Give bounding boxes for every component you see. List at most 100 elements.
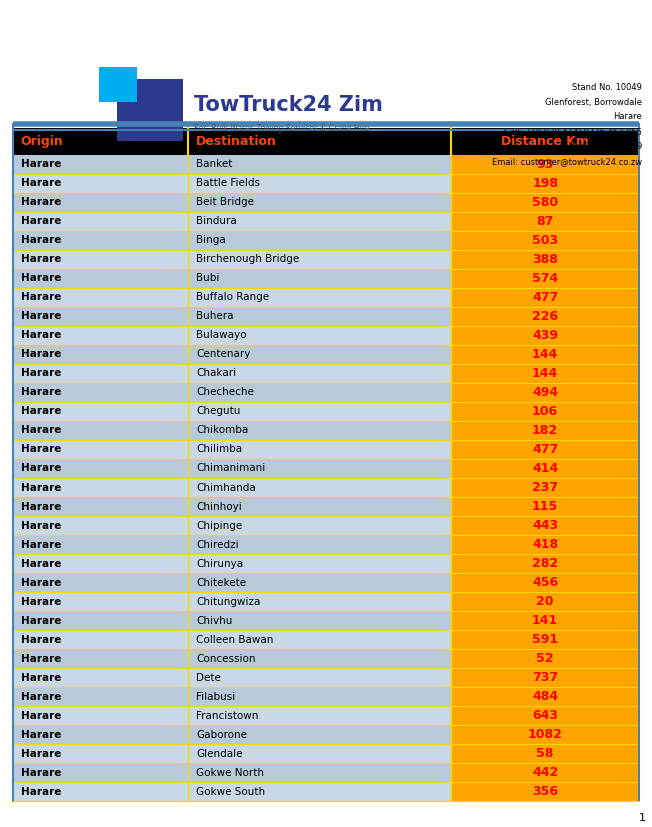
Text: 580: 580 bbox=[532, 196, 558, 208]
Text: Binga: Binga bbox=[196, 235, 226, 246]
Text: Harare: Harare bbox=[21, 159, 61, 170]
Text: Harare: Harare bbox=[21, 615, 61, 626]
Text: Harare: Harare bbox=[21, 691, 61, 702]
Text: 414: 414 bbox=[532, 462, 558, 475]
Text: Harare: Harare bbox=[21, 330, 61, 341]
Text: For: Bulk Water, Towing Services & Crane Hire: For: Bulk Water, Towing Services & Crane… bbox=[194, 124, 370, 132]
Bar bbox=[188, 421, 451, 440]
Bar bbox=[451, 611, 639, 630]
Text: 484: 484 bbox=[532, 691, 558, 703]
Text: 20: 20 bbox=[537, 595, 554, 608]
Text: Harare: Harare bbox=[21, 349, 61, 360]
Text: Harare: Harare bbox=[21, 539, 61, 550]
Bar bbox=[451, 326, 639, 345]
Text: Chikomba: Chikomba bbox=[196, 425, 248, 436]
Bar bbox=[13, 307, 188, 326]
Bar bbox=[13, 592, 188, 611]
Bar bbox=[451, 725, 639, 744]
Text: Harare: Harare bbox=[21, 273, 61, 284]
Text: Harare: Harare bbox=[21, 368, 61, 379]
Bar bbox=[188, 554, 451, 573]
Text: Harare: Harare bbox=[21, 634, 61, 645]
Text: Destination: Destination bbox=[196, 135, 277, 148]
Text: Banket: Banket bbox=[196, 159, 233, 170]
Text: Harare: Harare bbox=[21, 254, 61, 265]
Text: Chegutu: Chegutu bbox=[196, 406, 241, 417]
Bar bbox=[451, 706, 639, 725]
Bar bbox=[451, 307, 639, 326]
Bar bbox=[13, 250, 188, 269]
Text: Harare: Harare bbox=[21, 672, 61, 683]
Text: 477: 477 bbox=[532, 291, 558, 304]
Bar bbox=[99, 67, 137, 102]
Text: 58: 58 bbox=[537, 748, 554, 760]
Bar bbox=[13, 459, 188, 478]
Text: Harare: Harare bbox=[21, 710, 61, 721]
Text: Bindura: Bindura bbox=[196, 216, 237, 227]
Bar bbox=[451, 421, 639, 440]
Bar bbox=[188, 725, 451, 744]
Bar bbox=[13, 174, 188, 193]
Text: Harare: Harare bbox=[614, 112, 642, 122]
Text: Harare: Harare bbox=[21, 311, 61, 322]
Bar bbox=[451, 212, 639, 231]
Text: 237: 237 bbox=[532, 481, 558, 494]
Bar bbox=[188, 687, 451, 706]
Bar bbox=[451, 383, 639, 402]
Bar bbox=[188, 459, 451, 478]
Bar bbox=[451, 592, 639, 611]
Text: Chilimba: Chilimba bbox=[196, 444, 243, 455]
Text: 643: 643 bbox=[532, 710, 558, 722]
Bar bbox=[13, 535, 188, 554]
Bar bbox=[188, 763, 451, 782]
Text: 106: 106 bbox=[532, 405, 558, 418]
Bar bbox=[13, 155, 188, 174]
Text: Chitekete: Chitekete bbox=[196, 577, 246, 588]
Bar bbox=[451, 573, 639, 592]
Bar bbox=[188, 782, 451, 801]
Text: Harare: Harare bbox=[21, 653, 61, 664]
Bar bbox=[13, 212, 188, 231]
Bar bbox=[188, 478, 451, 497]
Text: Buffalo Range: Buffalo Range bbox=[196, 292, 269, 303]
Text: Harare: Harare bbox=[21, 387, 61, 398]
Text: 418: 418 bbox=[532, 538, 558, 551]
Text: 198: 198 bbox=[532, 177, 558, 189]
Bar bbox=[451, 174, 639, 193]
Bar bbox=[13, 478, 188, 497]
Text: Chimanimani: Chimanimani bbox=[196, 463, 265, 474]
Text: 52: 52 bbox=[537, 653, 554, 665]
Bar bbox=[13, 440, 188, 459]
Text: Chipinge: Chipinge bbox=[196, 520, 243, 531]
Text: 737: 737 bbox=[532, 672, 558, 684]
Text: Chitungwiza: Chitungwiza bbox=[196, 596, 261, 607]
Bar bbox=[13, 421, 188, 440]
Bar bbox=[451, 535, 639, 554]
Bar bbox=[13, 128, 639, 155]
Bar bbox=[188, 592, 451, 611]
Text: 144: 144 bbox=[532, 348, 558, 361]
Bar bbox=[13, 516, 188, 535]
Bar bbox=[188, 440, 451, 459]
Text: Harare: Harare bbox=[21, 482, 61, 493]
Text: Colleen Bawan: Colleen Bawan bbox=[196, 634, 273, 645]
Text: 574: 574 bbox=[532, 272, 558, 284]
Bar bbox=[13, 326, 188, 345]
Text: 443: 443 bbox=[532, 519, 558, 532]
Bar bbox=[188, 744, 451, 763]
Text: 93: 93 bbox=[537, 158, 554, 170]
Text: Distance Km: Distance Km bbox=[501, 135, 589, 148]
Text: 439: 439 bbox=[532, 329, 558, 342]
Text: 591: 591 bbox=[532, 633, 558, 646]
Text: Dete: Dete bbox=[196, 672, 221, 683]
Text: Beit Bridge: Beit Bridge bbox=[196, 197, 254, 208]
Bar bbox=[451, 516, 639, 535]
Bar bbox=[451, 364, 639, 383]
Text: 503: 503 bbox=[532, 234, 558, 246]
Text: 356: 356 bbox=[532, 786, 558, 798]
Text: Harare: Harare bbox=[21, 558, 61, 569]
Text: Harare: Harare bbox=[21, 425, 61, 436]
Text: 494: 494 bbox=[532, 386, 558, 399]
Bar bbox=[13, 497, 188, 516]
Bar bbox=[13, 269, 188, 288]
